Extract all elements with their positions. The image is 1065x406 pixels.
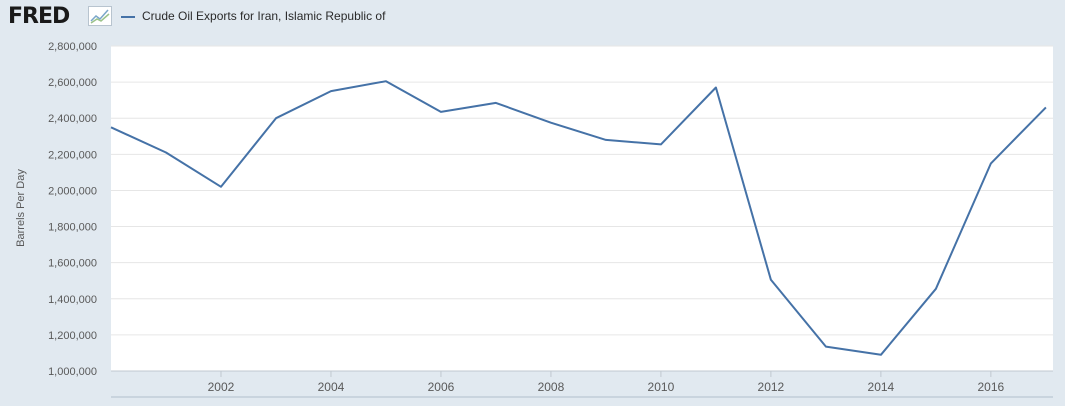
x-tick-label: 2014 <box>868 380 895 394</box>
y-tick-label: 1,000,000 <box>48 366 97 378</box>
y-tick-label: 1,200,000 <box>48 330 97 342</box>
x-tick-label: 2008 <box>538 380 565 394</box>
legend-label: Crude Oil Exports for Iran, Islamic Repu… <box>142 9 386 23</box>
x-tick-label: 2004 <box>318 380 345 394</box>
x-tick-label: 2002 <box>208 380 235 394</box>
y-tick-label: 2,800,000 <box>48 41 97 53</box>
fred-logo: FRED <box>8 4 70 29</box>
legend-swatch <box>121 16 135 18</box>
series-line <box>110 80 1047 356</box>
y-tick-label: 2,200,000 <box>48 149 97 161</box>
x-tick-label: 2006 <box>428 380 455 394</box>
x-tick-label: 2010 <box>648 380 675 394</box>
y-tick-label: 2,000,000 <box>48 185 97 197</box>
y-tick-label: 2,600,000 <box>48 77 97 89</box>
y-tick-label: 1,600,000 <box>48 258 97 270</box>
navigator-bar <box>111 396 1053 398</box>
y-axis-label: Barrels Per Day <box>15 169 27 247</box>
x-tick-label: 2016 <box>978 380 1005 394</box>
y-tick-label: 2,400,000 <box>48 113 97 125</box>
x-axis-ticks: 2002 2004 2006 2008 2010 2012 2014 2016 <box>208 371 1005 394</box>
y-tick-label: 1,400,000 <box>48 294 97 306</box>
x-tick-label: 2012 <box>758 380 785 394</box>
y-axis-ticks: 1,000,000 1,200,000 1,400,000 1,600,000 1,80… <box>48 41 97 378</box>
plot-area <box>111 46 1053 371</box>
y-tick-label: 1,800,000 <box>48 222 97 234</box>
grid-lines <box>111 45 1053 336</box>
chart-header: FRED Crude Oil Exports for Iran, Islamic… <box>0 0 1065 36</box>
series-points <box>110 81 1046 355</box>
line-chart-icon <box>88 6 112 26</box>
